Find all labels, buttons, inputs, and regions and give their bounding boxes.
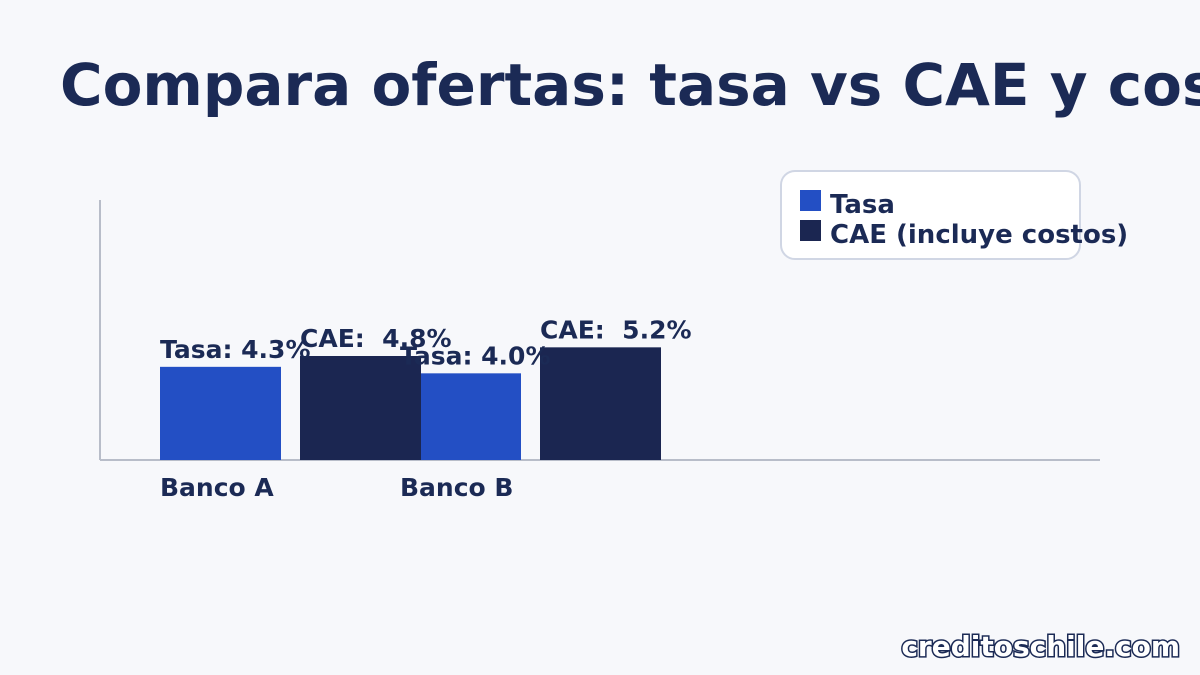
value-label: CAE: 5.2% bbox=[540, 315, 692, 344]
chart-title: Compara ofertas: tasa vs CAE y costos bbox=[60, 51, 1200, 119]
value-label: Tasa: 4.3% bbox=[160, 335, 311, 364]
x-tick-label: Banco A bbox=[160, 473, 274, 502]
x-tick-label: Banco B bbox=[400, 473, 513, 502]
value-label: CAE: 4.8% bbox=[300, 324, 452, 353]
legend-label: Tasa bbox=[830, 190, 895, 220]
legend-swatch bbox=[800, 190, 821, 211]
value-label: Tasa: 4.0% bbox=[400, 341, 551, 370]
bar bbox=[160, 366, 281, 460]
legend-label: CAE (incluye costos) bbox=[830, 220, 1128, 250]
bar bbox=[540, 347, 661, 460]
bar bbox=[300, 356, 421, 460]
legend-swatch bbox=[800, 220, 821, 241]
watermark: creditoschile.com bbox=[901, 630, 1180, 663]
legend-box bbox=[780, 170, 1081, 260]
